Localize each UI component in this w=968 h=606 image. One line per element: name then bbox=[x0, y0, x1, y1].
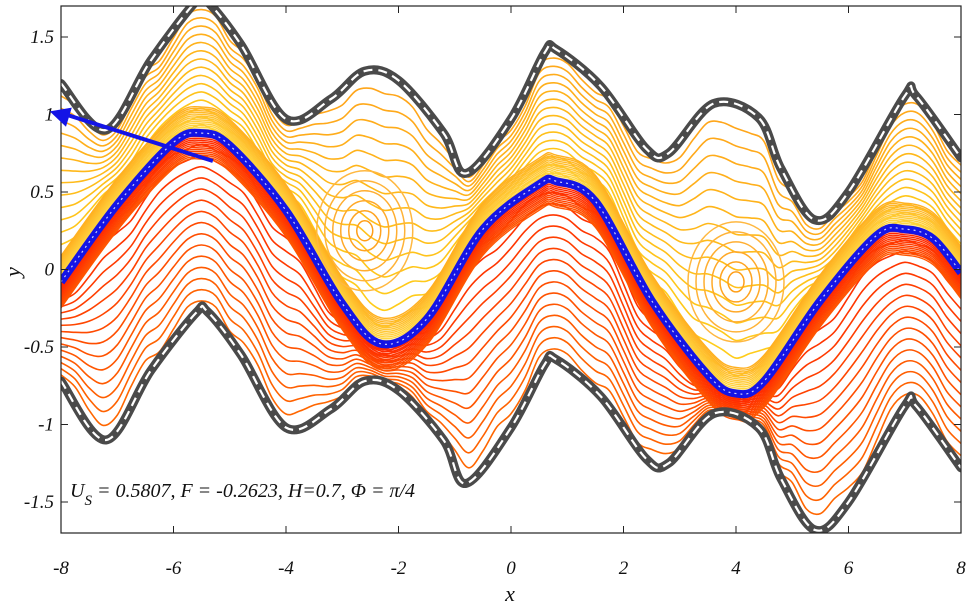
vortex-ring bbox=[324, 180, 406, 282]
streamline-upper bbox=[61, 122, 961, 386]
streamline-upper bbox=[61, 117, 961, 381]
flow-arrow bbox=[49, 107, 214, 163]
streamline-lower bbox=[61, 150, 961, 414]
streamline-lower bbox=[61, 143, 961, 407]
streamline-lower bbox=[61, 210, 961, 417]
x-axis-label: x bbox=[504, 581, 515, 606]
streamline-upper bbox=[61, 25, 961, 236]
vortex-ring bbox=[719, 261, 753, 303]
annotation-us: U bbox=[70, 480, 86, 502]
y-tick-label: -1.5 bbox=[24, 492, 54, 513]
y-axis-label: y bbox=[0, 267, 25, 279]
vortex-ring bbox=[348, 210, 382, 252]
vortex-ring bbox=[340, 200, 390, 262]
streamline-upper bbox=[61, 82, 961, 294]
streamline-lower bbox=[61, 266, 961, 474]
y-tick-label: 0.5 bbox=[30, 182, 54, 203]
x-tick-label: -4 bbox=[278, 558, 294, 579]
plot-area bbox=[61, 6, 961, 533]
vortex-ring bbox=[711, 251, 761, 313]
streamline-lower bbox=[61, 221, 961, 424]
streamline-lower bbox=[61, 244, 961, 446]
streamline-upper bbox=[61, 124, 961, 388]
streamline-upper bbox=[61, 41, 961, 246]
y-tick-label: 1.5 bbox=[30, 27, 54, 48]
channel-wall-dash bbox=[61, 6, 961, 222]
axis-labels: -8 -6 -4 -2 0 2 4 6 8 1.5 1 0.5 0 -0.5 -1 -1.5 bbox=[24, 27, 966, 579]
annotation-rest: = 0.5807, F = -0.2623, H=0.7, Φ = π/4 bbox=[92, 480, 415, 502]
streamline-lower bbox=[61, 288, 961, 502]
streamline-upper bbox=[61, 74, 961, 281]
streamline-lower bbox=[61, 199, 961, 410]
streamline-lower bbox=[61, 139, 961, 403]
x-tick-label: 8 bbox=[956, 558, 966, 579]
streamline-lower bbox=[61, 141, 961, 405]
streamline-lower bbox=[61, 146, 961, 410]
streamline-lower bbox=[61, 255, 961, 460]
streamline-upper bbox=[61, 33, 961, 241]
axis-ticks bbox=[60, 6, 962, 533]
vortex-ring bbox=[687, 221, 785, 343]
x-tick-label: -2 bbox=[391, 558, 407, 579]
streamline-lower bbox=[61, 177, 961, 402]
arrow-head bbox=[49, 107, 72, 127]
streamline-lower bbox=[61, 232, 961, 432]
streamline-upper bbox=[61, 105, 961, 369]
x-tick-label: 2 bbox=[619, 558, 629, 579]
streamline-lower bbox=[61, 156, 961, 420]
vortex-ring bbox=[356, 220, 374, 242]
streamline-lower bbox=[61, 165, 961, 400]
vortex-ring bbox=[332, 190, 398, 272]
vortex-ring bbox=[703, 241, 769, 323]
streamline-upper bbox=[61, 115, 961, 379]
parameter-annotation: US = 0.5807, F = -0.2623, H=0.7, Φ = π/4 bbox=[70, 480, 415, 509]
x-tick-label: -6 bbox=[166, 558, 182, 579]
streamline-upper bbox=[61, 16, 961, 230]
arrow-shaft bbox=[63, 111, 214, 163]
streamline-upper bbox=[61, 109, 961, 373]
streamline-lower bbox=[61, 188, 961, 404]
x-tick-label: 0 bbox=[506, 558, 516, 579]
vortex-ring bbox=[695, 231, 777, 333]
x-tick-label: 4 bbox=[731, 558, 741, 579]
streamline-upper bbox=[61, 113, 961, 377]
y-tick-label: 1 bbox=[45, 105, 55, 126]
streamline-lower bbox=[61, 144, 961, 408]
streamline-upper bbox=[61, 111, 961, 375]
streamline-lower bbox=[61, 152, 961, 416]
dividing-streamline-marks bbox=[61, 132, 961, 395]
vortex-ring bbox=[727, 271, 745, 293]
y-tick-label: -1 bbox=[38, 415, 54, 436]
streamline-upper bbox=[61, 49, 961, 252]
x-tick-label: 6 bbox=[844, 558, 854, 579]
channel-wall-dash bbox=[61, 304, 961, 532]
x-tick-label: -8 bbox=[53, 558, 69, 579]
streamline-upper bbox=[61, 107, 961, 371]
streamline-lower bbox=[61, 154, 961, 418]
dividing-streamline bbox=[61, 128, 961, 399]
streamline-upper bbox=[61, 66, 961, 269]
streamline-upper bbox=[61, 120, 961, 384]
annotation-us-sub: S bbox=[84, 493, 92, 509]
y-tick-label: -0.5 bbox=[24, 337, 54, 358]
y-tick-label: 0 bbox=[45, 260, 55, 281]
streamline-upper bbox=[61, 58, 961, 258]
streamline-lower bbox=[61, 148, 961, 412]
streamline-lower bbox=[61, 277, 961, 488]
streamline-upper bbox=[61, 118, 961, 382]
streamline-lower bbox=[61, 300, 961, 516]
vortex-ring bbox=[316, 170, 414, 292]
